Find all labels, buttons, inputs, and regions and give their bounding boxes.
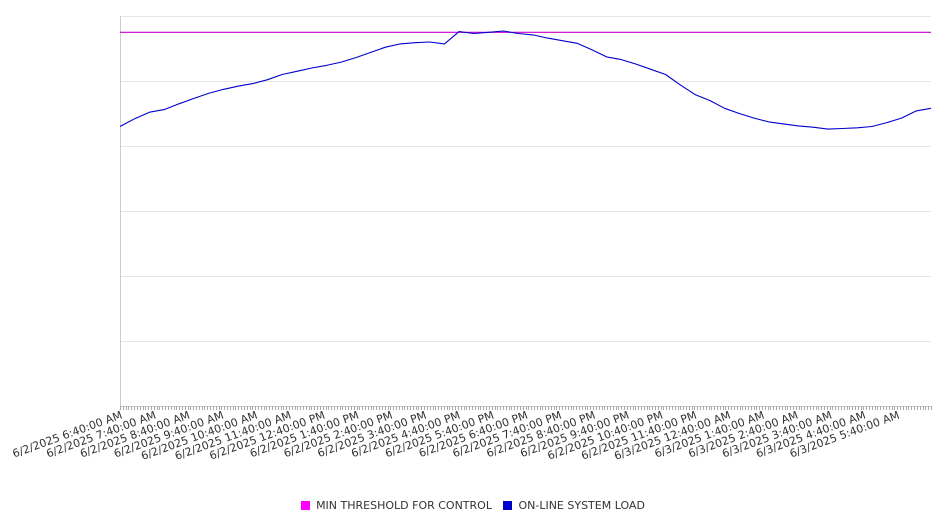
- series-lines: [119, 30, 932, 130]
- legend-swatch-load: [503, 501, 513, 510]
- x-axis-ticks: [120, 406, 932, 410]
- legend-label-threshold: MIN THRESHOLD FOR CONTROL: [316, 499, 492, 512]
- gridlines: [120, 16, 931, 407]
- legend-label-load: ON-LINE SYSTEM LOAD: [518, 499, 645, 512]
- legend-item-load: ON-LINE SYSTEM LOAD: [503, 499, 645, 512]
- x-axis-tick-labels: 6/2/2025 6:40:00 AM6/2/2025 7:40:00 AM6/…: [11, 409, 901, 463]
- series-line-1: [119, 30, 932, 130]
- legend-swatch-threshold: [301, 501, 311, 510]
- legend: MIN THRESHOLD FOR CONTROL ON-LINE SYSTEM…: [0, 499, 946, 513]
- legend-item-threshold: MIN THRESHOLD FOR CONTROL: [301, 499, 492, 512]
